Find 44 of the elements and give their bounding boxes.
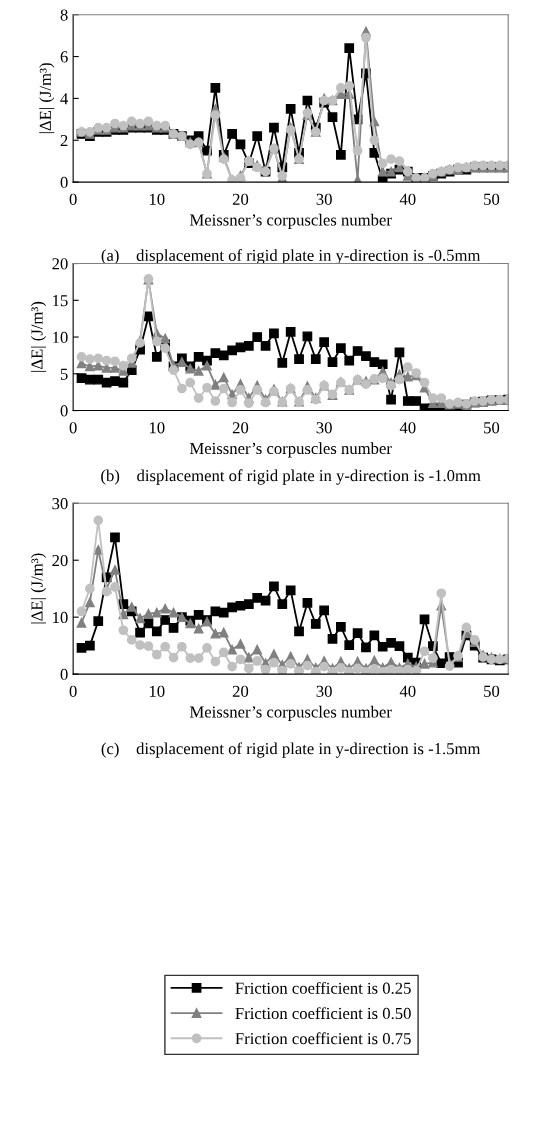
y-tick-label: 4	[60, 93, 69, 105]
x-tick-label: 20	[232, 193, 249, 205]
legend-label: Friction coefficient is 0.75	[235, 1032, 411, 1045]
y-tick-label: 6	[60, 51, 68, 63]
x-tick-label: 40	[399, 193, 416, 205]
y-tick-label: 10	[53, 331, 68, 343]
y-tick-label: 0	[60, 176, 68, 189]
x-axis-title: Meissner’s corpuscles number	[189, 442, 392, 458]
y-axis-title: |ΔE| (J/m³)	[30, 553, 47, 624]
x-tick-label: 30	[316, 193, 332, 205]
legend-label: Friction coefficient is 0.50	[235, 1007, 411, 1020]
x-axis-title: Meissner’s corpuscles number	[189, 213, 392, 229]
x-tick-label: 10	[149, 193, 165, 205]
x-tick-label: 0	[69, 422, 77, 434]
x-tick-label: 40	[399, 422, 416, 434]
legend-label: Friction coefficient is 0.25	[235, 981, 411, 994]
y-tick-label: 20	[52, 554, 68, 567]
x-tick-label: 50	[484, 422, 500, 434]
y-tick-label: 0	[60, 668, 68, 681]
x-tick-label: 50	[484, 193, 500, 205]
text: (b) displacement of rigid plate in y-direction is -1.0mm	[101, 469, 481, 485]
y-tick-label: 15	[53, 295, 68, 307]
x-tick-label: 0	[69, 685, 77, 697]
y-tick-label: 10	[53, 611, 68, 624]
y-tick-label: 0	[60, 405, 68, 417]
x-tick-label: 10	[149, 422, 165, 434]
x-tick-label: 30	[316, 685, 332, 697]
y-axis-title: |ΔE| (J/m³)	[30, 301, 47, 372]
x-tick-label: 40	[399, 685, 416, 697]
x-tick-label: 10	[149, 685, 165, 697]
x-tick-label: 50	[484, 685, 500, 697]
x-tick-label: 20	[232, 685, 249, 697]
y-tick-label: 30	[52, 497, 68, 510]
y-axis-title: |ΔE| (J/m³)	[39, 63, 55, 134]
y-tick-label: 5	[60, 368, 68, 380]
y-tick-label: 8	[60, 9, 68, 21]
text: (c) displacement of rigid plate in y-direction is -1.5mm	[101, 742, 481, 758]
annotation: (a) displacement of rigid plate in y-direction is -0.5mm	[101, 249, 481, 265]
x-tick-label: 30	[316, 422, 332, 434]
y-tick-label: 20	[52, 258, 68, 270]
x-axis-title: Meissner’s corpuscles number	[189, 705, 392, 721]
y-tick-label: 2	[60, 134, 68, 147]
x-tick-label: 0	[69, 193, 77, 205]
x-tick-label: 20	[232, 422, 249, 434]
